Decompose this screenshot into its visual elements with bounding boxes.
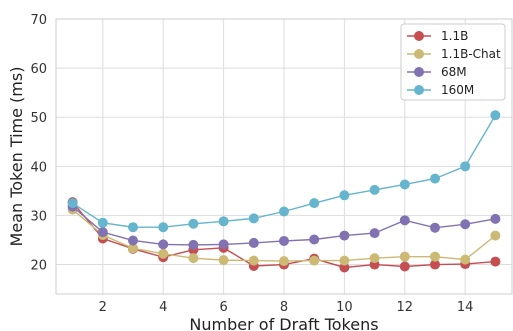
y-tick-label: 50	[30, 111, 47, 126]
data-point	[490, 256, 501, 267]
data-point	[248, 237, 259, 248]
x-tick-label: 10	[336, 300, 353, 315]
x-tick-label: 8	[280, 300, 288, 315]
y-tick-label: 60	[30, 62, 47, 77]
legend-marker	[414, 49, 424, 59]
x-tick-label: 2	[99, 300, 107, 315]
data-point	[188, 218, 199, 229]
data-point	[490, 213, 501, 224]
data-point	[339, 230, 350, 241]
data-point	[399, 179, 410, 190]
data-point	[429, 251, 440, 262]
legend-label: 160M	[441, 83, 474, 97]
y-axis-title: Mean Token Time (ms)	[7, 67, 26, 247]
grid	[56, 18, 512, 294]
data-point	[369, 184, 380, 195]
data-point	[128, 222, 139, 233]
data-point	[67, 198, 78, 209]
series-160m	[67, 110, 501, 233]
data-point	[97, 217, 108, 228]
legend-item: 1.1B	[407, 29, 468, 43]
data-point	[158, 239, 169, 250]
data-point	[339, 255, 350, 266]
data-point	[490, 230, 501, 241]
x-tick-label: 12	[397, 300, 414, 315]
data-point	[158, 248, 169, 259]
data-point	[429, 222, 440, 233]
data-point	[218, 216, 229, 227]
data-point	[188, 253, 199, 264]
data-point	[218, 255, 229, 266]
legend-item: 1.1B-Chat	[407, 47, 501, 61]
data-point	[279, 256, 289, 267]
legend-label: 68M	[441, 65, 467, 79]
y-tick-labels: 20 30 40 50 60 70	[30, 13, 47, 274]
data-point	[279, 206, 289, 217]
data-point	[399, 261, 410, 272]
plot-frame	[55, 18, 513, 295]
data-point	[460, 161, 471, 172]
legend-marker	[414, 31, 424, 41]
data-point	[429, 259, 440, 270]
y-tick-label: 20	[30, 259, 47, 274]
data-point	[128, 243, 139, 254]
legend: 1.1B 1.1B-Chat 68M 160M	[400, 23, 506, 101]
data-point	[309, 255, 320, 266]
data-point	[248, 213, 259, 224]
data-point	[128, 235, 139, 246]
legend-label: 1.1B	[441, 29, 468, 43]
data-point	[309, 198, 320, 209]
data-point	[309, 234, 320, 245]
data-point	[399, 215, 410, 226]
data-point	[460, 219, 471, 230]
data-point	[188, 239, 199, 250]
data-point	[339, 262, 350, 273]
x-tick-label: 14	[457, 300, 474, 315]
data-point	[218, 239, 229, 250]
data-point	[490, 110, 501, 121]
x-axis-title: Number of Draft Tokens	[189, 315, 378, 331]
series-1-1b-chat	[67, 204, 501, 267]
data-point	[399, 251, 410, 262]
series-layer	[67, 110, 501, 273]
x-tick-labels: 2 4 6 8 10 12 14	[99, 300, 474, 315]
x-tick-label: 6	[219, 300, 227, 315]
data-point	[429, 173, 440, 184]
data-point	[339, 190, 350, 201]
data-point	[369, 253, 380, 264]
y-tick-label: 70	[30, 13, 47, 28]
data-point	[158, 222, 169, 233]
data-point	[97, 227, 108, 238]
data-point	[248, 255, 259, 266]
data-point	[279, 235, 289, 246]
data-point	[460, 254, 471, 265]
y-tick-label: 30	[30, 209, 47, 224]
y-tick-label: 40	[30, 160, 47, 175]
x-tick-label: 4	[159, 300, 167, 315]
legend-label: 1.1B-Chat	[441, 47, 501, 61]
legend-marker	[414, 85, 424, 95]
data-point	[369, 228, 380, 239]
legend-marker	[414, 67, 424, 77]
legend-item: 68M	[407, 65, 467, 79]
legend-box	[400, 23, 506, 101]
legend-item: 160M	[407, 83, 474, 97]
